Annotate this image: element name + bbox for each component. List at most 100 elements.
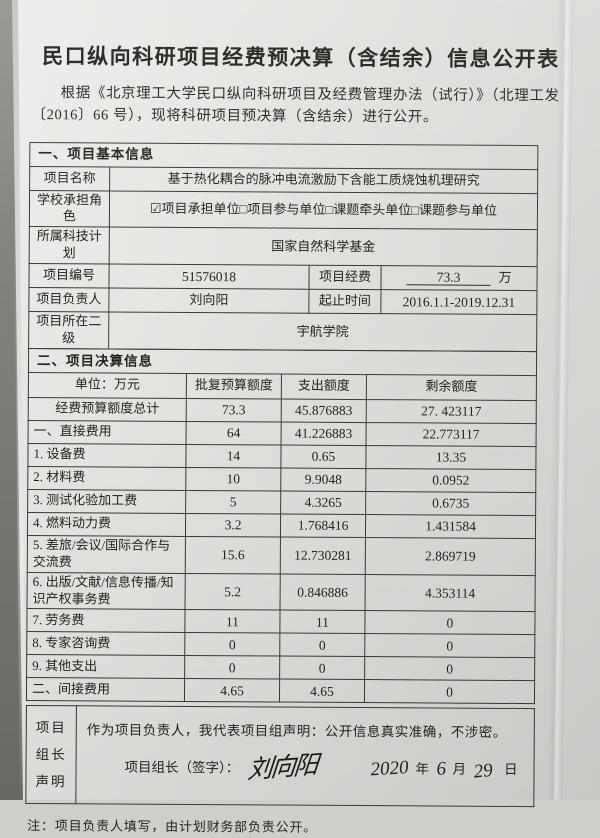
row-spent: 9.9048 <box>280 467 366 492</box>
row-label: 3. 测试化验加工费 <box>27 489 186 514</box>
project-number-value: 51576018 <box>108 264 310 290</box>
row-approved: 4.65 <box>184 678 280 703</box>
section-two-header-row: 二、项目决算信息 <box>28 348 537 376</box>
row-label: 7. 劳务费 <box>26 608 186 633</box>
budget-row-indirect: 二、间接费用 4.65 4.65 0 <box>26 677 535 705</box>
year-unit: 年 <box>415 761 430 777</box>
row-approved: 0 <box>184 632 280 657</box>
page-title: 民口纵向科研项目经费预决算（含结余）信息公开表 <box>42 45 560 72</box>
row-spent: 11 <box>279 610 366 634</box>
signature-label: 项目组长（签字）： <box>124 759 240 776</box>
basic-info-table: 一、项目基本信息 项目名称 基于热化耦合的脉冲电流激励下含能工质烧蚀机理研究 学… <box>28 141 538 352</box>
declaration-label-line: 项目 <box>35 720 67 736</box>
row-remaining: 1.431584 <box>365 514 536 539</box>
department-row: 项目所在二级 宇航学院 <box>28 311 537 352</box>
handwritten-date: 2020 年 6 月 29 日 <box>370 757 523 783</box>
declaration-side-label: 项目 组长 声明 <box>25 705 77 805</box>
col-header-spent: 支出额度 <box>281 373 367 400</box>
row-label: 一、直接费用 <box>28 420 187 445</box>
declaration-box: 项目 组长 声明 作为项目负责人，我代表项目组声明：公开信息真实准确，不涉密。 … <box>25 705 535 807</box>
row-approved: 0 <box>184 655 280 680</box>
project-number-row: 项目编号 51576018 项目经费 73.3 万 <box>28 263 538 291</box>
project-name-value: 基于热化耦合的脉冲电流激励下含能工质烧蚀机理研究 <box>109 166 538 194</box>
handwritten-day: 29 <box>472 759 494 783</box>
budget-row-equipment: 1. 设备费 14 0.65 13.35 <box>27 443 537 470</box>
budget-row-testing: 3. 测试化验加工费 5 4.3265 0.6735 <box>27 489 536 516</box>
program-label: 所属科技计划 <box>29 226 110 265</box>
col-header-unit: 单位：万元 <box>28 372 187 399</box>
row-spent: 41.226883 <box>281 421 367 446</box>
declaration-statement: 作为项目负责人，我代表项目组声明：公开信息真实准确，不涉密。 <box>86 722 507 741</box>
project-fund-amount: 73.3 <box>406 269 491 286</box>
section-one-title: 一、项目基本信息 <box>29 142 538 170</box>
handwritten-month: 6 <box>435 758 447 780</box>
department-label: 项目所在二级 <box>28 311 109 349</box>
col-header-remaining: 剩余额度 <box>366 374 537 401</box>
row-remaining: 0.6735 <box>365 491 536 516</box>
signature-row: 项目组长（签字）： 刘向阳 2020 年 6 月 29 日 <box>76 741 533 802</box>
row-remaining: 0 <box>364 633 535 659</box>
footer-note: 注：项目负责人填写，由计划财务部负责公开。 <box>27 818 318 836</box>
project-fund-unit: 万 <box>498 269 512 286</box>
budget-row-other: 9. 其他支出 0 0 0 <box>26 654 535 682</box>
row-label: 2. 材料费 <box>27 466 186 491</box>
declaration-label-line: 声明 <box>35 774 67 790</box>
row-remaining: 13.35 <box>365 445 537 470</box>
budget-row-materials: 2. 材料费 10 9.9048 0.0952 <box>27 466 536 493</box>
row-label: 8. 专家咨询费 <box>26 631 185 656</box>
project-name-row: 项目名称 基于热化耦合的脉冲电流激励下含能工质烧蚀机理研究 <box>29 166 538 194</box>
project-fund-label: 项目经费 <box>308 265 382 290</box>
declaration-row: 项目 组长 声明 作为项目负责人，我代表项目组声明：公开信息真实准确，不涉密。 … <box>25 705 535 807</box>
school-role-label: 学校承担角色 <box>29 190 110 228</box>
department-value: 宇航学院 <box>108 312 537 352</box>
row-spent: 4.3265 <box>280 490 366 515</box>
budget-row-fuel: 4. 燃料动力费 3.2 1.768416 1.431584 <box>27 512 536 539</box>
handwritten-signature: 刘向阳 <box>246 751 318 785</box>
row-label: 经费预算额度总计 <box>28 397 187 422</box>
day-unit: 日 <box>504 762 518 778</box>
row-label: 1. 设备费 <box>27 443 187 468</box>
row-approved: 64 <box>186 421 282 445</box>
program-value: 国家自然科学基金 <box>109 227 538 267</box>
row-spent: 12.730281 <box>280 536 366 575</box>
section-two-title: 二、项目决算信息 <box>28 348 537 376</box>
row-remaining: 4.353114 <box>365 574 536 613</box>
row-remaining: 22.773117 <box>366 422 537 447</box>
budget-row-direct: 一、直接费用 64 41.226883 22.773117 <box>28 420 537 447</box>
handwritten-year: 2020 <box>369 756 410 781</box>
declaration-body: 作为项目负责人，我代表项目组声明：公开信息真实准确，不涉密。 项目组长（签字）：… <box>75 706 535 807</box>
row-spent: 45.876883 <box>281 398 367 423</box>
row-spent: 0 <box>279 656 365 680</box>
document-content: 民口纵向科研项目经费预决算（含结余）信息公开表 根据《北京理工大学民口纵向科研项… <box>25 40 572 838</box>
row-approved: 5 <box>185 490 281 514</box>
school-role-row: 学校承担角色 ☑项目承担单位□项目参与单位□课题牵头单位□课题参与单位 <box>29 190 538 230</box>
budget-row-total: 经费预算额度总计 73.3 45.876883 27. 423117 <box>28 397 537 424</box>
row-label: 二、间接费用 <box>26 677 185 702</box>
row-remaining: 0 <box>364 656 535 682</box>
row-approved: 14 <box>185 444 282 468</box>
row-approved: 73.3 <box>186 398 282 422</box>
intro-paragraph: 根据《北京理工大学民口纵向科研项目及经费管理办法（试行）》（北理工发〔2016〕… <box>31 85 560 126</box>
row-label: 6. 出版/文献/信息传播/知识产权事务费 <box>27 572 186 610</box>
row-remaining: 27. 423117 <box>366 399 537 424</box>
section-one-header-row: 一、项目基本信息 <box>29 142 538 170</box>
col-header-approved: 批复预算额度 <box>186 373 282 399</box>
row-label: 5. 差旅/会议/国际合作与交流费 <box>27 535 186 574</box>
row-spent: 0 <box>279 633 365 657</box>
budget-table: 二、项目决算信息 单位：万元 批复预算额度 支出额度 剩余额度 经费预算额度总计… <box>26 348 537 705</box>
row-spent: 4.65 <box>279 679 365 703</box>
row-approved: 3.2 <box>185 513 281 537</box>
row-spent: 1.768416 <box>280 513 366 538</box>
budget-header-row: 单位：万元 批复预算额度 支出额度 剩余额度 <box>28 372 537 401</box>
project-leader-label: 项目负责人 <box>28 287 109 313</box>
month-unit: 月 <box>452 761 467 778</box>
row-approved: 10 <box>185 467 281 491</box>
period-label: 起止时间 <box>308 289 381 314</box>
budget-row-consulting: 8. 专家咨询费 0 0 0 <box>26 631 535 659</box>
budget-row-publication: 6. 出版/文献/信息传播/知识产权事务费 5.2 0.846886 4.353… <box>27 572 536 613</box>
budget-row-labor: 7. 劳务费 11 11 0 <box>26 608 536 636</box>
row-spent: 0.846886 <box>280 573 366 611</box>
row-approved: 15.6 <box>185 536 281 574</box>
row-remaining: 0 <box>364 679 535 705</box>
